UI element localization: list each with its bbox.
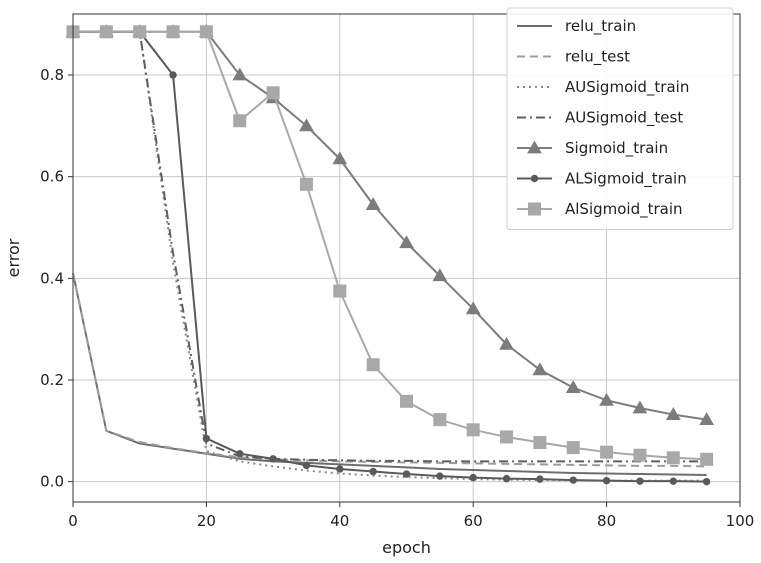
data-point [170, 72, 176, 78]
y-tick-label: 0.8 [40, 66, 64, 84]
data-point [270, 456, 276, 462]
data-point [637, 478, 643, 484]
data-point [601, 446, 613, 458]
legend-label: AlSigmoid_train [565, 200, 683, 219]
data-point [134, 26, 146, 38]
data-point [100, 26, 112, 38]
data-point [603, 477, 609, 483]
data-point [200, 26, 212, 38]
data-point [537, 476, 543, 482]
legend-label: relu_train [565, 17, 636, 36]
data-point [267, 87, 279, 99]
data-point [667, 452, 679, 464]
x-tick-label: 20 [197, 512, 216, 530]
y-tick-label: 0.4 [40, 269, 64, 287]
data-point [529, 203, 541, 215]
data-point [434, 414, 446, 426]
data-point [470, 474, 476, 480]
legend-label: relu_test [565, 48, 630, 67]
data-point [437, 473, 443, 479]
data-point [303, 462, 309, 468]
data-point [634, 449, 646, 461]
x-axis-label: epoch [382, 538, 431, 557]
data-point [234, 115, 246, 127]
data-point [370, 468, 376, 474]
x-tick-label: 80 [597, 512, 616, 530]
legend-label: ALSigmoid_train [565, 170, 687, 189]
data-point [203, 435, 209, 441]
data-point [570, 477, 576, 483]
y-axis-label: error [4, 238, 23, 277]
data-point [501, 431, 513, 443]
data-point [534, 437, 546, 449]
legend-label: AUSigmoid_test [565, 109, 683, 128]
x-tick-label: 40 [330, 512, 349, 530]
data-point [237, 451, 243, 457]
data-point [403, 471, 409, 477]
data-point [467, 424, 479, 436]
y-tick-label: 0.0 [40, 473, 64, 491]
y-tick-label: 0.6 [40, 168, 64, 186]
data-point [337, 466, 343, 472]
legend: relu_train relu_test AUSigmoid_train AUSigm… [507, 8, 733, 230]
data-point [531, 175, 537, 181]
legend-label: Sigmoid_train [565, 139, 668, 158]
data-point [567, 442, 579, 454]
legend-label: AUSigmoid_train [565, 78, 689, 97]
data-point [701, 453, 713, 465]
x-tick-label: 100 [726, 512, 755, 530]
data-point [300, 178, 312, 190]
data-point [167, 26, 179, 38]
data-point [503, 475, 509, 481]
y-tick-label: 0.2 [40, 371, 64, 389]
data-point [334, 285, 346, 297]
x-tick-label: 0 [68, 512, 78, 530]
data-point [670, 478, 676, 484]
data-point [703, 478, 709, 484]
data-point [401, 395, 413, 407]
x-tick-label: 60 [464, 512, 483, 530]
data-point [367, 359, 379, 371]
